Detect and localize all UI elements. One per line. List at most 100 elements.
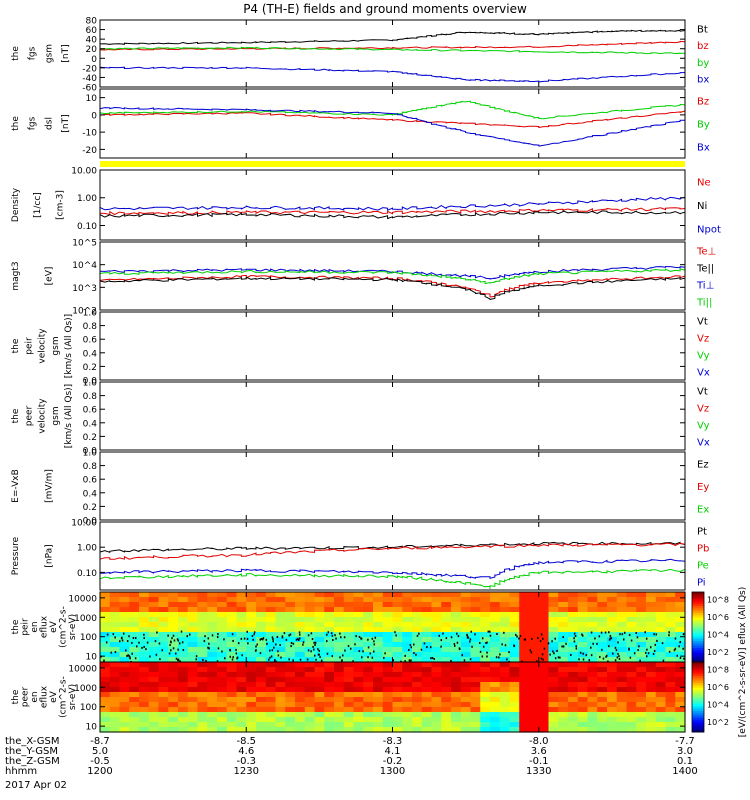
heatmap-cell: [577, 617, 589, 623]
heatmap-cell: [499, 722, 511, 728]
heatmap-speckle: [371, 656, 374, 659]
heatmap-cell: [343, 692, 355, 698]
heatmap-cell: [275, 692, 286, 698]
heatmap-cell: [324, 622, 335, 628]
heatmap-cell: [148, 607, 160, 613]
heatmap-speckle: [367, 638, 369, 641]
heatmap-speckle: [260, 637, 263, 640]
heatmap-speckle: [614, 659, 617, 662]
heatmap-cell: [295, 627, 306, 633]
heatmap-cell: [519, 682, 530, 688]
heatmap-cell: [129, 652, 140, 658]
heatmap-cell: [519, 727, 530, 733]
heatmap-cell: [304, 677, 316, 683]
heatmap-cell: [431, 712, 442, 718]
heatmap-cell: [675, 727, 686, 733]
heatmap-cell: [158, 662, 169, 668]
heatmap-cell: [412, 612, 423, 618]
heatmap-cell: [109, 642, 121, 648]
heatmap-cell: [675, 717, 686, 723]
heatmap-cell: [197, 692, 208, 698]
heatmap-cell: [616, 662, 628, 668]
colorbar-cell: [692, 683, 704, 686]
heatmap-cell: [529, 622, 540, 628]
heatmap-cell: [655, 602, 667, 608]
heatmap-cell: [139, 597, 150, 603]
heatmap-cell: [665, 677, 676, 683]
heatmap-cell: [548, 642, 559, 648]
heatmap-speckle: [159, 658, 161, 661]
heatmap-cell: [538, 697, 550, 703]
heatmap-cell: [675, 707, 686, 713]
heatmap-cell: [129, 597, 140, 603]
heatmap-cell: [226, 727, 238, 733]
heatmap-cell: [499, 627, 511, 633]
heatmap-speckle: [156, 631, 158, 634]
heatmap-cell: [607, 677, 618, 683]
heatmap-cell: [480, 622, 491, 628]
heatmap-cell: [412, 677, 423, 683]
heatmap-cell: [324, 677, 335, 683]
heatmap-cell: [509, 707, 520, 713]
heatmap-cell: [480, 727, 491, 733]
heatmap-cell: [353, 697, 364, 703]
heatmap-cell: [129, 632, 140, 638]
heatmap-cell: [441, 617, 452, 623]
heatmap-cell: [100, 722, 111, 728]
heatmap-cell: [197, 622, 208, 628]
heatmap-cell: [675, 682, 686, 688]
x-axis-value: 5.0: [92, 746, 108, 757]
heatmap-cell: [285, 702, 296, 708]
heatmap-speckle: [487, 630, 490, 633]
heatmap-cell: [109, 627, 121, 633]
heatmap-cell: [577, 637, 589, 643]
heatmap-cell: [100, 707, 111, 713]
heatmap-cell: [675, 662, 686, 668]
heatmap-cell: [256, 702, 267, 708]
heatmap-speckle: [608, 638, 611, 641]
heatmap-cell: [392, 662, 403, 668]
heatmap-cell: [178, 712, 189, 718]
heatmap-speckle: [542, 637, 544, 640]
heatmap-cell: [626, 727, 637, 733]
heatmap-cell: [655, 657, 667, 663]
heatmap-cell: [538, 652, 550, 658]
heatmap-speckle: [486, 655, 488, 658]
heatmap-speckle: [519, 635, 522, 638]
heatmap-cell: [304, 667, 316, 673]
y-tick-label: 0: [91, 55, 97, 65]
heatmap-cell: [538, 597, 550, 603]
heatmap-cell: [529, 647, 540, 653]
heatmap-speckle: [229, 648, 231, 651]
heatmap-speckle: [310, 650, 312, 653]
heatmap-cell: [363, 597, 374, 603]
y-tick-label: 10^4: [72, 261, 97, 271]
heatmap-cell: [158, 642, 169, 648]
heatmap-cell: [519, 642, 530, 648]
heatmap-cell: [470, 647, 481, 653]
colorbar-cell: [692, 685, 704, 689]
heatmap-cell: [519, 607, 530, 613]
heatmap-cell: [451, 607, 462, 613]
heatmap-cell: [178, 702, 189, 708]
heatmap-cell: [451, 697, 462, 703]
heatmap-cell: [129, 637, 140, 643]
heatmap-cell: [197, 607, 208, 613]
legend-bx: bx: [697, 75, 709, 86]
heatmap-cell: [441, 697, 452, 703]
heatmap-cell: [548, 722, 559, 728]
heatmap-cell: [392, 657, 403, 663]
heatmap-cell: [538, 627, 550, 633]
heatmap-cell: [217, 662, 228, 668]
heatmap-cell: [207, 717, 218, 723]
y-tick-label: -60: [82, 84, 97, 94]
heatmap-speckle: [553, 652, 555, 655]
heatmap-cell: [626, 667, 637, 673]
heatmap-cell: [626, 677, 637, 683]
heatmap-cell: [587, 622, 598, 628]
heatmap-cell: [363, 602, 374, 608]
heatmap-cell: [256, 622, 267, 628]
heatmap-cell: [538, 687, 550, 693]
heatmap-cell: [529, 682, 540, 688]
legend-Ni: Ni: [697, 201, 707, 212]
